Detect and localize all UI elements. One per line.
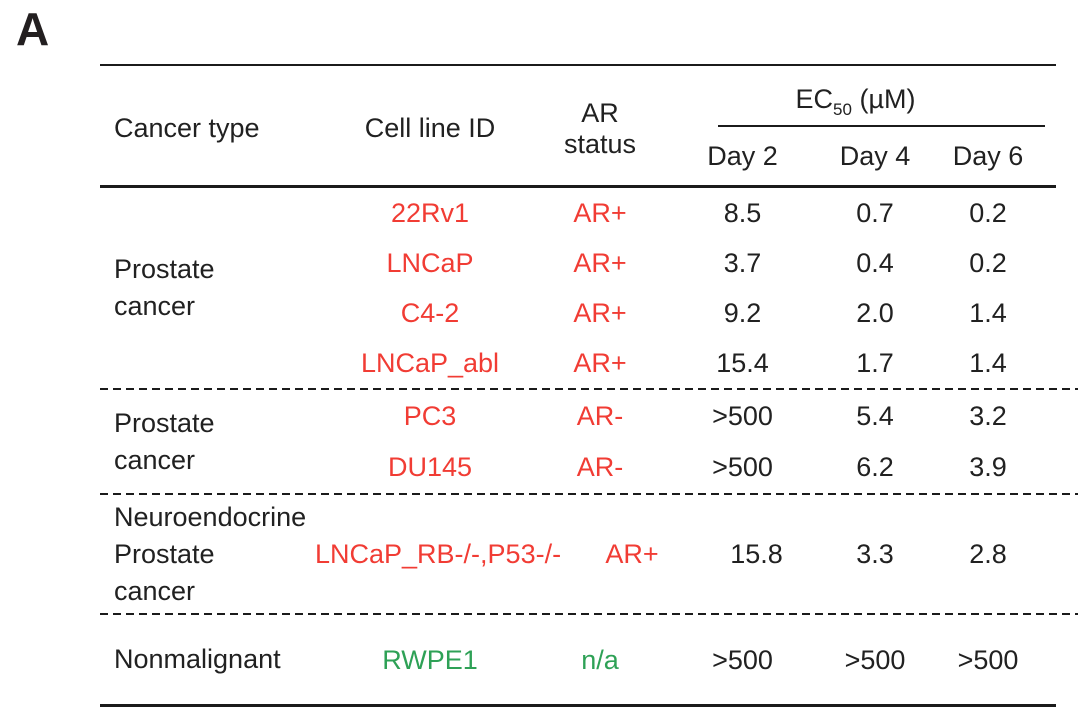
day6-cell: 2.8 [969, 539, 1007, 569]
day2-cell: 15.8 [655, 496, 830, 613]
ec50-subscript: 50 [833, 100, 852, 119]
cell-line-cell: LNCaP_RB-/-,P53-/- [315, 496, 562, 613]
day6-cell: 0.2 [969, 197, 1007, 228]
cancer-type-cell: Nonmalignant [100, 616, 315, 706]
day4-cell: 2.0 [856, 297, 894, 328]
ar-status-cell: AR+ [573, 297, 627, 328]
cell-line-id-header: Cell line ID [364, 113, 496, 143]
table-row: Nonmalignant RWPE1 n/a >500 >500 >500 [100, 616, 1056, 706]
day2-cell: >500 [712, 644, 773, 675]
cancer-type-label: Prostate cancer [114, 407, 215, 475]
table-row: DU145 AR- >500 6.2 3.9 [100, 442, 1056, 493]
ar-status-header: AR status [563, 97, 637, 159]
table-row: Prostate cancer PC3 AR- >500 5.4 3.2 [100, 391, 1056, 475]
cell-line-cell: LNCaP_abl [360, 347, 500, 378]
cancer-type-cell: Neuroendocrine Prostate cancer [100, 496, 315, 613]
cancer-type-cell: Prostate cancer [100, 187, 315, 389]
ar-status-cell: AR+ [573, 197, 627, 228]
day4-cell: 0.7 [856, 197, 894, 228]
table-row: LNCaP_abl AR+ 15.4 1.7 1.4 [100, 338, 1056, 388]
day2-cell: 8.5 [723, 197, 762, 228]
group-separator [100, 493, 1079, 496]
table-row: C4-2 AR+ 9.2 2.0 1.4 [100, 288, 1056, 338]
table-row: LNCaP AR+ 3.7 0.4 0.2 [100, 238, 1056, 288]
day4-cell: >500 [844, 644, 906, 675]
ar-status-cell: AR+ [573, 347, 627, 378]
cell-line-cell: RWPE1 [382, 644, 478, 675]
ar-status-cell: AR- [576, 401, 624, 431]
ec50-unit: (µM) [851, 84, 916, 114]
day6-cell: 3.9 [969, 452, 1007, 482]
day2-cell: >500 [712, 452, 773, 482]
day2-cell: >500 [712, 401, 773, 431]
day6-cell: 1.4 [969, 297, 1007, 328]
ar-status-label: AR+ [605, 539, 659, 569]
ar-status-cell: AR- [576, 452, 624, 482]
header-row-days: Day 2 Day 4 Day 6 [100, 127, 1056, 187]
ec50-label: EC [795, 84, 834, 114]
header-row-top: Cancer type Cell line ID AR status EC50 … [100, 65, 1056, 159]
cell-line-cell: 22Rv1 [390, 197, 470, 228]
group-separator [100, 388, 1079, 391]
cancer-type-label: Nonmalignant [114, 644, 281, 675]
day4-cell: 5.4 [856, 401, 894, 431]
cell-line-cell: DU145 [387, 452, 473, 482]
ec50-header: EC50 (µM) [655, 65, 1056, 127]
cancer-type-label: Neuroendocrine Prostate cancer [114, 501, 307, 607]
ar-status-cell: AR+ [573, 247, 627, 278]
day6-cell: 0.2 [969, 247, 1007, 278]
cancer-type-header: Cancer type [114, 113, 260, 143]
dashed-divider [100, 493, 1079, 495]
cell-line-cell: PC3 [403, 401, 457, 431]
day4-header: Day 4 [839, 140, 911, 171]
ec50-table: Cancer type Cell line ID AR status EC50 … [100, 64, 1079, 707]
group-separator [100, 613, 1079, 616]
ar-status-cell: AR+ [545, 496, 658, 613]
cancer-type-cell: Prostate cancer [100, 391, 315, 493]
table-header: Cancer type Cell line ID AR status EC50 … [100, 65, 1057, 187]
cell-line-cell: LNCaP [386, 247, 474, 278]
table-row: Prostate cancer 22Rv1 AR+ 8.5 0.7 0.2 [100, 187, 1056, 322]
cell-line-cell: C4-2 [400, 297, 460, 328]
cell-line-label: LNCaP_RB-/-,P53-/- [315, 539, 562, 569]
day2-cell: 15.4 [716, 347, 769, 378]
day6-cell: 1.4 [969, 347, 1007, 378]
day2-header: Day 2 [707, 140, 778, 171]
dashed-divider [100, 613, 1079, 615]
panel-label: A [16, 3, 50, 55]
day2-cell: 3.7 [723, 247, 762, 278]
day4-cell: 6.2 [856, 452, 894, 482]
day6-cell: >500 [957, 644, 1019, 675]
day6-cell: 3.2 [969, 401, 1007, 431]
day4-cell: 1.7 [856, 347, 894, 378]
day6-header: Day 6 [952, 140, 1024, 171]
day2-value: 15.8 [730, 539, 783, 569]
cancer-type-label: Prostate cancer [114, 253, 215, 321]
day2-cell: 9.2 [723, 297, 762, 328]
ar-status-cell: n/a [581, 644, 619, 675]
table-row: Neuroendocrine Prostate cancer LNCaP_RB-… [100, 496, 1056, 613]
dashed-divider [100, 388, 1079, 390]
day4-cell: 0.4 [856, 247, 894, 278]
day4-cell: 3.3 [856, 539, 894, 569]
